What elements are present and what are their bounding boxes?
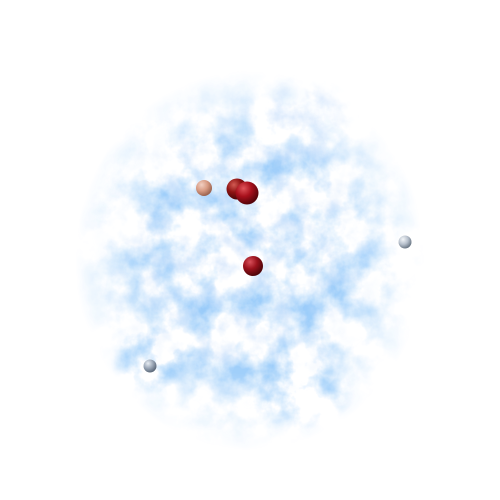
atom-spheres [143,178,412,373]
sphere-tan [196,180,212,196]
sphere-red-front [235,181,259,205]
sphere-gray-left [143,359,157,373]
sphere-red-center [243,256,263,276]
sphere-gray-right [398,235,412,249]
